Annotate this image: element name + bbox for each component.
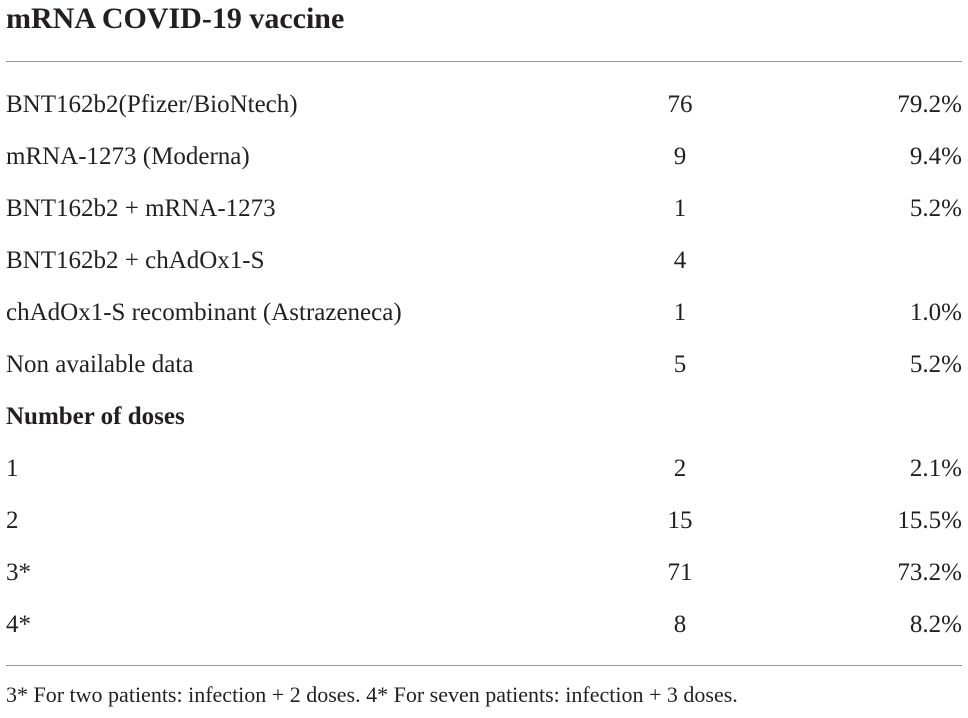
table-row: BNT162b2 + mRNA-1273 1 5.2% xyxy=(0,183,968,235)
table-row: BNT162b2(Pfizer/BioNtech) 76 79.2% xyxy=(0,79,968,131)
row-label: BNT162b2(Pfizer/BioNtech) xyxy=(6,91,298,118)
row-count: 76 xyxy=(667,91,693,118)
row-count: 1 xyxy=(673,299,687,326)
table-title: mRNA COVID-19 vaccine xyxy=(6,2,345,35)
row-count: 15 xyxy=(667,507,693,534)
row-count: 1 xyxy=(673,195,687,222)
row-count: 5 xyxy=(673,351,687,378)
row-percent: 1.0% xyxy=(909,299,962,326)
table-row: mRNA-1273 (Moderna) 9 9.4% xyxy=(0,131,968,183)
row-percent: 2.1% xyxy=(909,455,962,482)
row-percent: 8.2% xyxy=(909,611,962,638)
row-label: BNT162b2 + mRNA-1273 xyxy=(6,195,276,222)
table-row: Non available data 5 5.2% xyxy=(0,339,968,391)
row-percent: 9.4% xyxy=(909,143,962,170)
table-row: 1 2 2.1% xyxy=(0,443,968,495)
row-count: 2 xyxy=(673,455,687,482)
top-divider xyxy=(6,61,962,62)
section-header-row: Number of doses xyxy=(0,391,968,443)
row-count: 71 xyxy=(667,559,693,586)
row-label: 2 xyxy=(6,507,19,534)
row-percent: 73.2% xyxy=(897,559,962,586)
row-count: 8 xyxy=(673,611,687,638)
row-percent: 15.5% xyxy=(897,507,962,534)
row-label: 3* xyxy=(6,559,31,586)
table-row: 2 15 15.5% xyxy=(0,495,968,547)
row-label: chAdOx1-S recombinant (Astrazeneca) xyxy=(6,299,402,326)
row-label: mRNA-1273 (Moderna) xyxy=(6,143,250,170)
row-count: 4 xyxy=(673,247,687,274)
bottom-divider xyxy=(6,665,962,666)
row-label: 4* xyxy=(6,611,31,638)
row-label: Non available data xyxy=(6,351,194,378)
table-row: 4* 8 8.2% xyxy=(0,599,968,651)
row-count: 9 xyxy=(673,143,687,170)
vaccine-table: BNT162b2(Pfizer/BioNtech) 76 79.2% mRNA-… xyxy=(0,79,968,651)
row-label: BNT162b2 + chAdOx1-S xyxy=(6,247,265,274)
row-percent: 5.2% xyxy=(909,195,962,222)
section-header-label: Number of doses xyxy=(6,403,185,430)
table-row: chAdOx1-S recombinant (Astrazeneca) 1 1.… xyxy=(0,287,968,339)
table-row: 3* 71 73.2% xyxy=(0,547,968,599)
table-row: BNT162b2 + chAdOx1-S 4 xyxy=(0,235,968,287)
table-footnote: 3* For two patients: infection + 2 doses… xyxy=(6,682,738,707)
row-label: 1 xyxy=(6,455,19,482)
row-percent: 5.2% xyxy=(909,351,962,378)
row-percent: 79.2% xyxy=(897,91,962,118)
